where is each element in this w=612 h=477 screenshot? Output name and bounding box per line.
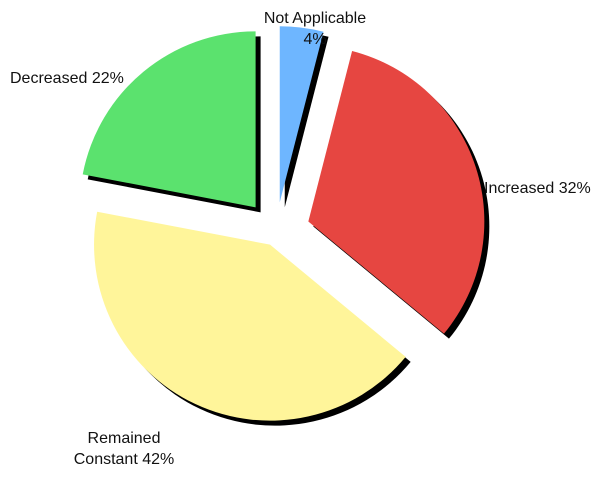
label-decreased-line-1: Decreased 22%: [10, 70, 124, 87]
slice-remained-constant: [94, 211, 406, 421]
label-not-applicable-line-1: Not Applicable: [263, 10, 367, 27]
label-remained-constant-line-2: Constant 42%: [73, 451, 175, 468]
slice-increased: [308, 51, 485, 334]
label-remained-constant-line-1: Remained: [87, 430, 161, 447]
label-not-applicable: Not Applicable 4%: [250, 8, 380, 50]
label-increased-line-1: Increased 32%: [484, 180, 591, 197]
label-increased: Increased 32%: [484, 178, 591, 199]
label-decreased: Decreased 22%: [10, 68, 124, 89]
slice-decreased: [82, 31, 256, 208]
label-not-applicable-line-2: 4%: [303, 31, 327, 48]
label-remained-constant: Remained Constant 42%: [54, 428, 194, 470]
slice-not-applicable: [279, 26, 324, 203]
